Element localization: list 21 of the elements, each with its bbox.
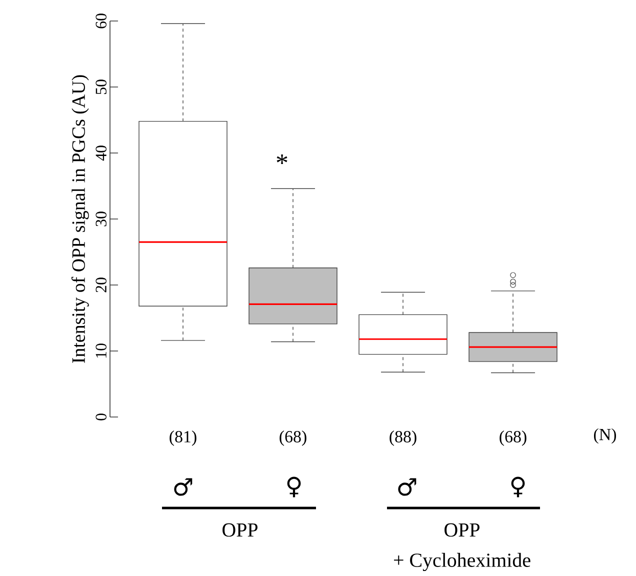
x-tick-label: (68) [500, 430, 526, 446]
text: ♀ [511, 476, 525, 498]
y-tick-label: 10 [96, 344, 106, 358]
x-tick-label: (68) [280, 430, 306, 446]
y-axis-title: Intensity of OPP signal in PGCs (AU) [71, 75, 89, 363]
text: ♀ [287, 476, 301, 498]
text: ♂ [174, 478, 192, 496]
text: ♂ [398, 478, 416, 496]
text: OPP [222, 523, 258, 537]
text: + Cycloheximide [394, 552, 530, 572]
y-tick-label: 20 [96, 278, 106, 292]
y-tick-label: 50 [96, 80, 106, 94]
y-tick-label: 40 [96, 146, 106, 161]
text: (N) [594, 428, 616, 444]
y-tick-label: 60 [96, 14, 106, 28]
annotation: * [276, 154, 288, 164]
x-tick-label: (88) [390, 430, 416, 446]
text: OPP [444, 523, 480, 537]
y-tick-label: 30 [96, 212, 106, 226]
y-tick-label: 0 [96, 414, 106, 420]
x-tick-label: (81) [170, 430, 196, 446]
